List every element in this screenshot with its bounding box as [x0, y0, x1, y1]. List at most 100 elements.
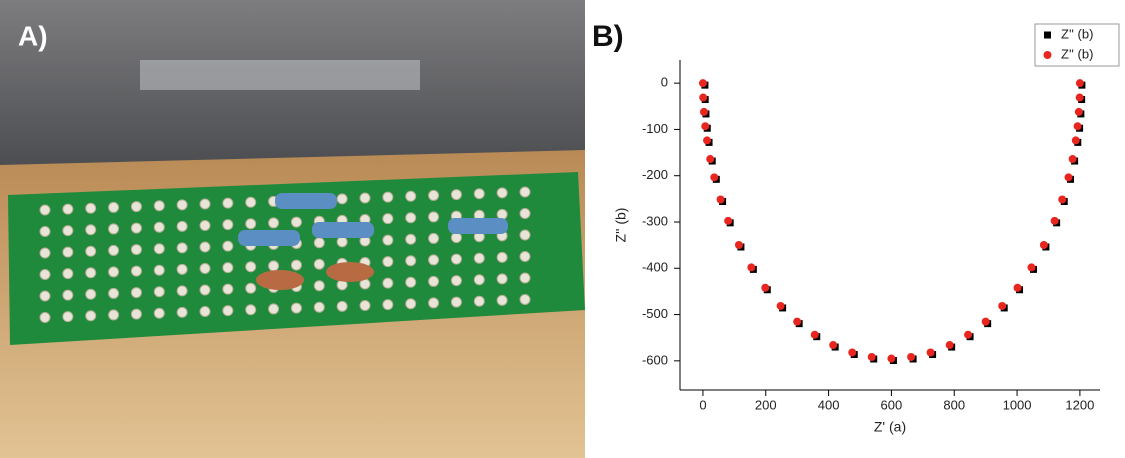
data-point: [887, 354, 896, 363]
panel-label: A): [18, 20, 48, 51]
x-tick-label: 600: [881, 397, 903, 412]
hole: [39, 269, 51, 280]
data-point: [724, 216, 733, 225]
hole: [428, 297, 440, 309]
hole: [199, 306, 211, 317]
hole: [450, 189, 462, 201]
hole: [450, 253, 462, 265]
hole: [405, 233, 417, 245]
hole: [519, 229, 531, 241]
hole: [108, 223, 120, 235]
chart: 0 200 400 600 800 1000 1200 0 -100 -200 -300 -400 -5…: [613, 23, 1120, 435]
hole: [496, 294, 508, 306]
data-point: [998, 301, 1007, 310]
hole: [290, 259, 302, 271]
hole: [153, 264, 165, 276]
panel-label: B): [592, 20, 624, 53]
data-point: [1064, 173, 1073, 182]
legend-label: Z'' (b): [1061, 26, 1093, 41]
data-point: [716, 195, 725, 204]
data-point: [761, 283, 770, 292]
hole: [268, 303, 280, 315]
hole: [199, 198, 211, 210]
hole: [62, 246, 74, 258]
hole: [153, 307, 165, 319]
hole: [382, 277, 394, 289]
hole: [336, 300, 348, 312]
data-point: [810, 330, 819, 339]
x-axis-label: Z' (a): [874, 419, 906, 435]
hole: [336, 193, 348, 205]
hole: [473, 274, 485, 286]
data-point: [1068, 155, 1077, 164]
hole: [405, 255, 417, 267]
hole: [108, 266, 120, 278]
hole: [176, 220, 188, 232]
hole: [428, 189, 440, 201]
hole: [405, 212, 417, 224]
hole: [450, 296, 462, 308]
data-point: [701, 122, 710, 131]
data-point: [1013, 283, 1022, 292]
hole: [245, 261, 257, 273]
hole: [85, 310, 97, 322]
data-point: [734, 240, 743, 249]
data-point: [710, 173, 719, 182]
y-tick-label: -200: [642, 167, 668, 182]
hole: [268, 217, 280, 229]
legend-marker: [1043, 51, 1052, 59]
photo: A): [0, 0, 585, 458]
hole: [222, 240, 234, 252]
data-point: [747, 263, 756, 272]
hole: [222, 262, 234, 274]
resistor: [312, 222, 374, 238]
data-point: [981, 317, 990, 326]
hole: [245, 282, 257, 294]
hole: [153, 200, 165, 212]
hole: [496, 208, 508, 220]
legend-box: [1034, 23, 1120, 67]
hole: [39, 226, 51, 237]
hole: [382, 191, 394, 203]
data-point: [829, 341, 838, 350]
hole: [130, 244, 142, 256]
hole: [428, 275, 440, 287]
hole: [62, 203, 74, 215]
hole: [130, 287, 142, 299]
hole: [405, 276, 417, 288]
hole: [108, 244, 120, 256]
hole: [519, 251, 531, 262]
hole: [62, 311, 74, 323]
data-point: [1075, 93, 1084, 102]
data-point: [703, 136, 712, 145]
hole: [359, 300, 371, 311]
hole: [450, 232, 462, 244]
hole: [62, 289, 74, 301]
hole: [313, 237, 325, 249]
hole: [382, 299, 394, 311]
hole: [222, 219, 234, 231]
data-point: [867, 353, 876, 361]
hole: [85, 267, 97, 279]
hole: [290, 216, 302, 228]
hole: [39, 312, 51, 323]
data-point: [699, 107, 708, 116]
hole: [62, 225, 74, 237]
hole: [450, 275, 462, 287]
holes: [39, 186, 531, 323]
y-tick-label: -300: [642, 213, 668, 228]
hole: [176, 306, 188, 318]
hole: [496, 251, 508, 263]
hole: [428, 232, 440, 244]
y-tick-label: -600: [642, 352, 668, 367]
hole: [85, 245, 97, 257]
y-tick-label: -500: [642, 306, 668, 321]
hole: [519, 272, 531, 284]
hole: [176, 199, 188, 211]
hole: [382, 234, 394, 246]
x-tick-label: 800: [943, 397, 965, 412]
data-point: [776, 301, 785, 310]
hole: [245, 196, 257, 208]
x-tick-label: 200: [755, 397, 777, 412]
hole: [245, 218, 257, 230]
